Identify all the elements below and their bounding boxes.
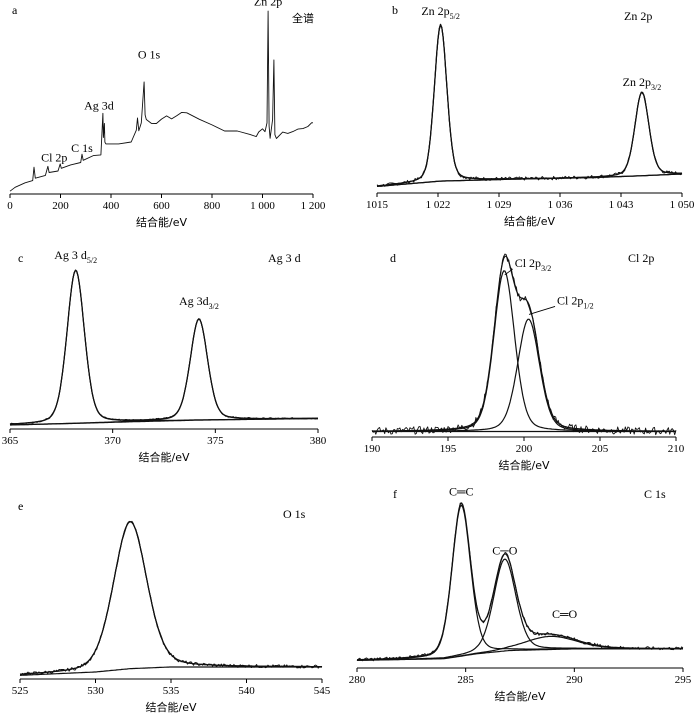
fit-component-zn-2p3-2 xyxy=(376,91,682,187)
peak-label: C 1s xyxy=(71,141,93,155)
raw-spectrum-e xyxy=(19,520,323,676)
peak-label: Zn 2p xyxy=(254,0,282,9)
panel-letter-a: a xyxy=(12,3,18,17)
x-tick-label-f: 285 xyxy=(457,674,474,686)
panel-letter-f: f xyxy=(393,487,397,501)
peak-label: C═C xyxy=(449,484,474,498)
x-axis-label-a: 结合能/eV xyxy=(136,215,187,229)
panel-title-d: Cl 2p xyxy=(628,251,654,265)
peak-label: Zn 2p5/2 xyxy=(421,4,460,21)
peak-label: Ag 3d3/2 xyxy=(179,294,219,311)
panel-e: 525 530 535 540 545 结合能/eV e O 1s xyxy=(12,499,331,714)
x-axis-label-e: 结合能/eV xyxy=(146,700,197,714)
panel-c: 365 370 375 380 结合能/eV c Ag 3 d Ag 3 d5/2 Ag 3d3… xyxy=(2,248,327,464)
fit-component-cl-2p1-2 xyxy=(372,318,676,432)
panel-letter-c: c xyxy=(18,251,23,265)
fit-component-o-1s xyxy=(19,521,322,675)
x-tick-label-c: 380 xyxy=(310,435,327,447)
x-tick-label-a: 600 xyxy=(153,200,170,212)
x-tick-label-e: 525 xyxy=(12,685,29,697)
fit-component-c-c xyxy=(356,504,683,661)
x-tick-label-d: 205 xyxy=(592,443,609,455)
x-tick-label-d: 200 xyxy=(516,443,533,455)
x-tick-label-b: 1 036 xyxy=(548,199,573,211)
peak-label: Ag 3d xyxy=(84,98,114,112)
x-tick-label-a: 400 xyxy=(103,200,120,212)
x-tick-label-b: 1015 xyxy=(366,199,389,211)
panel-a: 0 200 400 600 800 1 000 1 200 结合能/eV a 全谱 Zn 2p O 1… xyxy=(7,0,326,229)
fit-envelope-b xyxy=(376,23,682,187)
panel-f: 280 285 290 295 结合能/eV f C 1s C═C C─O C═O xyxy=(349,484,692,703)
fit-envelope-c xyxy=(9,269,318,425)
raw-spectrum-c xyxy=(9,270,319,425)
panel-title-a: 全谱 xyxy=(292,11,314,25)
survey-spectrum-line xyxy=(9,10,314,192)
x-tick-label-f: 280 xyxy=(349,674,366,686)
x-axis-label-f: 结合能/eV xyxy=(495,689,546,703)
panel-letter-d: d xyxy=(390,251,396,265)
x-axis-label-d: 结合能/eV xyxy=(499,458,550,472)
raw-spectrum-d xyxy=(371,253,677,436)
fit-component-zn-2p5-2 xyxy=(376,23,683,187)
fit-envelope-d xyxy=(372,255,676,432)
peak-label: C═O xyxy=(552,607,578,621)
x-tick-label-f: 295 xyxy=(675,674,692,686)
x-axis-label-c: 结合能/eV xyxy=(139,450,190,464)
peak-label: Cl 2p1/2 xyxy=(557,293,594,310)
x-tick-label-a: 1 200 xyxy=(301,200,326,212)
x-axis-label-b: 结合能/eV xyxy=(504,214,555,228)
leader-line xyxy=(504,268,513,276)
raw-spectrum-f xyxy=(356,502,684,662)
x-tick-label-c: 375 xyxy=(207,435,224,447)
fit-envelope-e xyxy=(19,521,322,675)
panel-title-f: C 1s xyxy=(644,487,666,501)
panel-d: 190 195 200 205 210 结合能/eV d Cl 2p Cl 2p3/2 Cl 2p… xyxy=(364,251,685,472)
fit-component-c-o xyxy=(357,558,683,661)
peak-label: Cl 2p xyxy=(41,150,67,164)
fit-component-ag-3d5-2 xyxy=(9,269,318,425)
x-tick-label-a: 1 000 xyxy=(250,200,275,212)
fit-envelope-f xyxy=(357,502,683,661)
x-tick-label-f: 290 xyxy=(566,674,583,686)
x-tick-label-c: 365 xyxy=(2,435,19,447)
panel-b: 1015 1 022 1 029 1 036 1 043 1 050 结合能/eV b Zn 2… xyxy=(366,3,695,228)
panel-title-c: Ag 3 d xyxy=(268,251,301,265)
x-tick-label-b: 1 029 xyxy=(487,199,512,211)
panel-title-b: Zn 2p xyxy=(624,9,652,23)
panel-letter-e: e xyxy=(18,499,23,513)
x-tick-label-b: 1 043 xyxy=(609,199,634,211)
peak-label: C─O xyxy=(492,543,518,557)
x-tick-label-a: 800 xyxy=(204,200,221,212)
peak-label: O 1s xyxy=(138,47,161,61)
x-tick-label-e: 535 xyxy=(163,685,180,697)
x-tick-label-e: 530 xyxy=(87,685,104,697)
x-tick-label-b: 1 050 xyxy=(670,199,695,211)
x-tick-label-c: 370 xyxy=(104,435,121,447)
x-tick-label-d: 195 xyxy=(440,443,457,455)
x-tick-label-b: 1 022 xyxy=(426,199,451,211)
x-tick-label-e: 540 xyxy=(238,685,255,697)
peak-label: Cl 2p3/2 xyxy=(515,256,552,273)
x-tick-label-e: 545 xyxy=(314,685,331,697)
fit-component-ag-3d3-2 xyxy=(10,318,318,426)
panel-letter-b: b xyxy=(392,3,398,17)
x-tick-label-a: 0 xyxy=(7,200,13,212)
peak-label: Ag 3 d5/2 xyxy=(54,248,97,265)
x-tick-label-a: 200 xyxy=(52,200,69,212)
fit-component-cl-2p3-2 xyxy=(372,270,676,432)
leader-line xyxy=(528,306,556,315)
peak-label: Zn 2p3/2 xyxy=(623,75,662,92)
panel-title-e: O 1s xyxy=(283,507,306,521)
raw-spectrum-b xyxy=(376,25,683,187)
x-tick-label-d: 190 xyxy=(364,443,381,455)
x-tick-label-d: 210 xyxy=(668,443,685,455)
